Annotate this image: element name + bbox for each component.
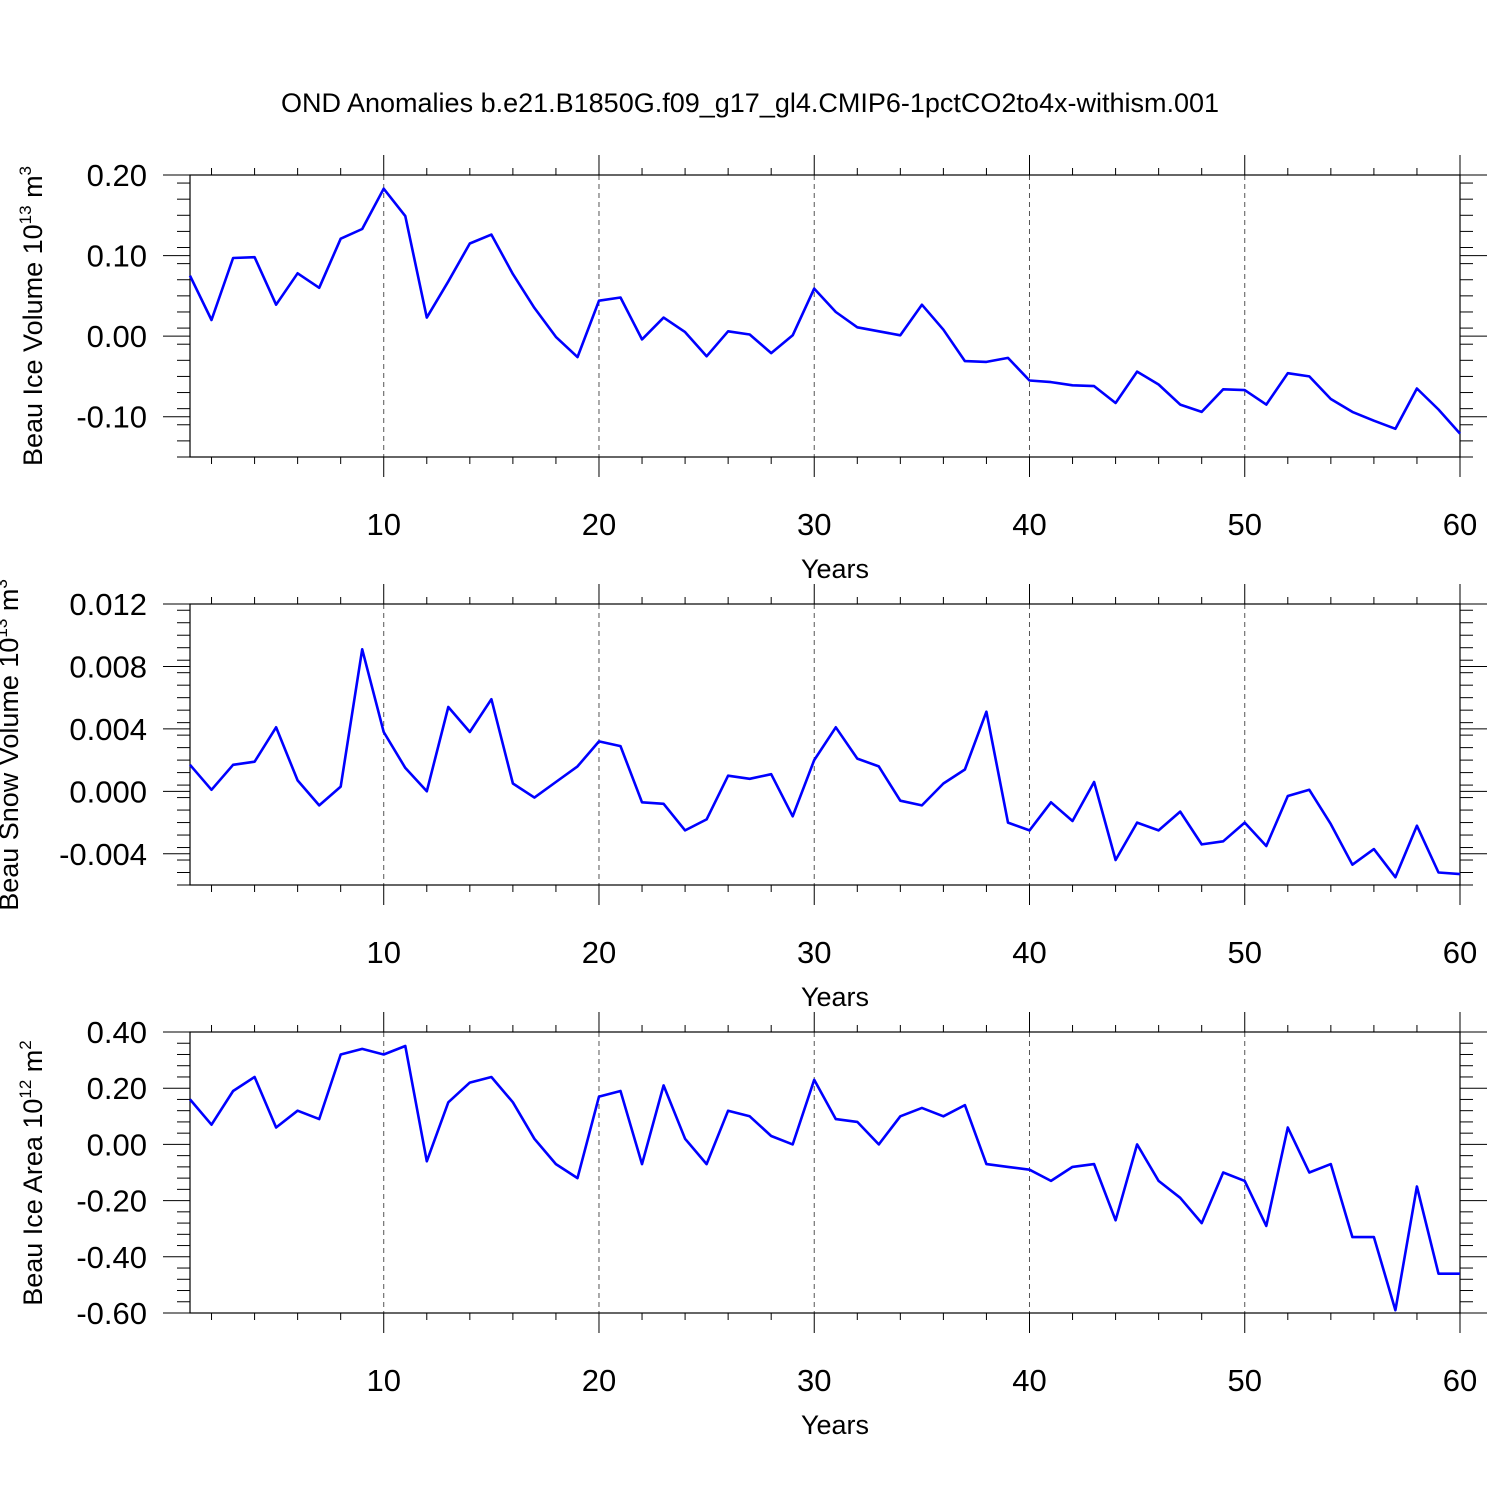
snow-volume-y-axis-label-part: 13: [0, 619, 11, 638]
snow-volume-y-tick-label: 0.004: [69, 712, 147, 747]
snow-volume-y-axis-label: Beau Snow Volume 1013 m3: [0, 579, 24, 911]
ice-volume-x-tick-label: 30: [797, 507, 831, 542]
snow-volume-y-tick-label: 0.000: [69, 774, 147, 809]
snow-volume-x-tick-label: 30: [797, 935, 831, 970]
ice-volume-x-tick-label: 20: [582, 507, 616, 542]
snow-volume-plot-frame: [189, 603, 1461, 886]
ice-volume-x-tick-label: 10: [366, 507, 400, 542]
ice-volume-x-tick-label: 60: [1443, 507, 1477, 542]
panel-ice-volume: 10 20 30 40 50 60 -0.10 0.00 0.10 0.20 Years Beau I…: [16, 155, 1487, 584]
snow-volume-x-tick-label: 20: [582, 935, 616, 970]
ice-area-y-axis-label: Beau Ice Area 1012 m2: [16, 1040, 48, 1306]
ice-area-y-tick-label: -0.60: [76, 1296, 147, 1331]
snow-volume-y-tick-label: -0.004: [59, 837, 147, 872]
ice-area-y-axis-label-part: m: [18, 1050, 48, 1080]
snow-volume-x-tick-label: 60: [1443, 935, 1477, 970]
ice-area-x-tick-label: 60: [1443, 1363, 1477, 1398]
snow-volume-x-tick-label: 10: [366, 935, 400, 970]
ice-area-y-tick-label: 0.00: [87, 1127, 147, 1162]
ice-area-y-tick-label: 0.20: [87, 1071, 147, 1106]
ice-volume-x-axis-label: Years: [801, 554, 869, 584]
ice-volume-y-axis-label-part: m: [18, 175, 48, 205]
snow-volume-x-axis-label: Years: [801, 982, 869, 1012]
ice-volume-y-axis-label-part: 3: [16, 166, 35, 175]
panel-ice-area: 10 20 30 40 50 60 -0.60 -0.40 -0.20 0.00 0.20 0.40 Y…: [16, 1012, 1487, 1440]
ice-volume-y-axis-label: Beau Ice Volume 1013 m3: [16, 166, 48, 466]
ice-volume-series-line: [188, 187, 1461, 435]
snow-volume-y-tick-label: 0.008: [69, 649, 147, 684]
ice-volume-x-tick-label: 50: [1228, 507, 1262, 542]
ice-area-y-tick-label: -0.40: [76, 1240, 147, 1275]
ice-area-y-axis-label-part: Beau Ice Area 10: [18, 1099, 48, 1306]
ice-area-plot-frame: [189, 1031, 1461, 1314]
snow-volume-x-tick-label: 50: [1228, 935, 1262, 970]
ice-area-x-tick-label: 40: [1012, 1363, 1046, 1398]
ice-area-x-tick-label: 20: [582, 1363, 616, 1398]
snow-volume-y-axis-label-part: m: [0, 589, 24, 619]
ice-area-y-tick-label: 0.40: [87, 1015, 147, 1050]
ice-volume-x-tick-label: 40: [1012, 507, 1046, 542]
ice-volume-y-tick-label: 0.10: [87, 239, 147, 274]
ice-area-y-axis-label-part: 2: [16, 1040, 35, 1049]
ice-volume-y-axis-label-part: Beau Ice Volume 10: [18, 224, 48, 466]
ice-volume-y-tick-label: -0.10: [76, 400, 147, 435]
ice-volume-y-tick-label: 0.00: [87, 319, 147, 354]
ice-area-x-tick-label: 50: [1228, 1363, 1262, 1398]
ice-volume-plot-frame: [189, 174, 1461, 458]
panel-snow-volume: 10 20 30 40 50 60 -0.004 0.000 0.004 0.008 0.012 Ye…: [0, 579, 1487, 1012]
snow-volume-series-line: [189, 647, 1461, 879]
snow-volume-x-tick-label: 40: [1012, 935, 1046, 970]
ice-area-x-axis-label: Years: [801, 1410, 869, 1440]
ice-area-x-tick-label: 30: [797, 1363, 831, 1398]
snow-volume-y-tick-label: 0.012: [69, 587, 147, 622]
chart-title: OND Anomalies b.e21.B1850G.f09_g17_gl4.C…: [281, 88, 1219, 118]
snow-volume-y-axis-label-part: 3: [0, 579, 11, 588]
ice-area-y-tick-label: -0.20: [76, 1184, 147, 1219]
ice-volume-y-tick-label: 0.20: [87, 158, 147, 193]
ice-area-x-tick-label: 10: [366, 1363, 400, 1398]
snow-volume-y-axis-label-part: Beau Snow Volume 10: [0, 638, 24, 911]
ice-area-y-axis-label-part: 12: [16, 1080, 35, 1099]
ice-volume-y-axis-label-part: 13: [16, 205, 35, 224]
ice-area-series-line: [189, 1044, 1460, 1312]
